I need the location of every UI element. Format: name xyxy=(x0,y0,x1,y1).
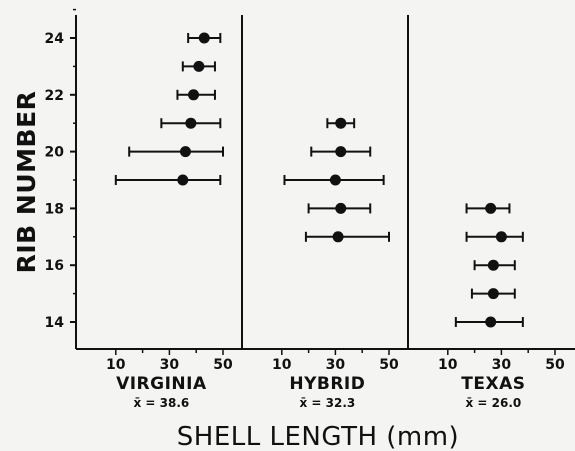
x-axis-label: SHELL LENGTH (mm) xyxy=(177,422,459,451)
y-axis-label: RIB NUMBER xyxy=(12,91,41,274)
data-point xyxy=(177,174,189,186)
y-tick-label: 22 xyxy=(45,88,64,104)
y-tick-label: 14 xyxy=(45,315,65,331)
data-point xyxy=(193,60,205,72)
x-tick-label: 10 xyxy=(272,357,292,373)
data-point xyxy=(335,202,347,214)
y-tick-label: 24 xyxy=(45,31,65,47)
mean-label: x̄ = 26.0 xyxy=(465,396,521,410)
data-point xyxy=(335,117,347,129)
data-point xyxy=(179,146,191,158)
data-point xyxy=(335,146,347,158)
data-point xyxy=(188,89,200,101)
y-tick-label: 18 xyxy=(45,201,64,217)
x-tick-label: 10 xyxy=(106,357,126,373)
data-point xyxy=(485,202,497,214)
data-point xyxy=(198,32,210,44)
y-tick-label: 16 xyxy=(45,258,64,274)
data-point xyxy=(329,174,341,186)
data-point xyxy=(495,231,507,243)
axes xyxy=(70,8,575,355)
panel-label: HYBRID xyxy=(289,374,365,394)
x-tick-label: 50 xyxy=(545,357,565,373)
x-tick-label: 30 xyxy=(492,357,512,373)
panel-label: TEXAS xyxy=(461,374,525,394)
x-tick-label: 50 xyxy=(213,357,233,373)
mean-label: x̄ = 38.6 xyxy=(133,396,189,410)
x-tick-label: 30 xyxy=(160,357,180,373)
labels: 14 16 18 20 22 24 10 30 50 VIRGINIA x̄ = 38.6 10 30 5… xyxy=(45,31,565,410)
data-point xyxy=(332,231,344,243)
data-marks xyxy=(114,32,524,328)
mean-label: x̄ = 32.3 xyxy=(299,396,355,410)
x-tick-label: 50 xyxy=(379,357,399,373)
data-point xyxy=(185,117,197,129)
panel-label: VIRGINIA xyxy=(116,374,207,394)
data-point xyxy=(487,259,499,271)
data-point xyxy=(487,288,499,300)
x-tick-label: 10 xyxy=(438,357,458,373)
y-tick-label: 20 xyxy=(45,145,65,161)
data-point xyxy=(485,316,497,328)
x-tick-label: 30 xyxy=(326,357,346,373)
